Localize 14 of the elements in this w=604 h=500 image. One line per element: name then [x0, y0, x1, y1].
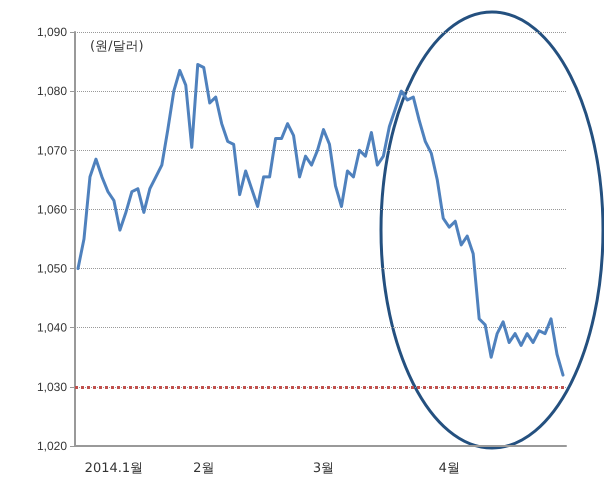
y-axis-title: (원/달러): [90, 39, 144, 54]
y-tick-label: 1,030: [36, 380, 68, 394]
y-tick-label: 1,050: [36, 262, 68, 276]
y-tick-label: 1,070: [36, 143, 68, 158]
y-tick-label: 1,040: [36, 320, 68, 335]
line-series: [76, 63, 565, 377]
x-tick-label: 2월: [193, 461, 214, 476]
y-tick-label: 1,060: [36, 202, 68, 216]
y-tick-label: 1,020: [36, 439, 68, 453]
x-tick-label: 3월: [312, 461, 334, 476]
y-tick-label: 1,080: [36, 84, 68, 98]
x-tick-label: 2014.1월: [84, 461, 144, 476]
x-tick-label: 4월: [438, 461, 460, 476]
y-tick-label: 1,090: [36, 25, 68, 39]
